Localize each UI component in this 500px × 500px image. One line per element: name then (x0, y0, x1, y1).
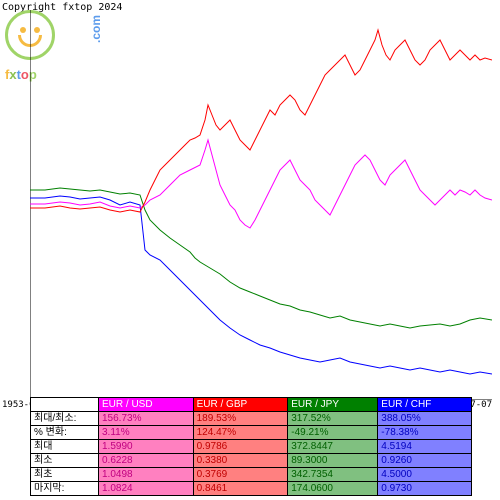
header-eurusd: EUR / USD (99, 398, 194, 412)
cell: 174.0600 (288, 482, 378, 496)
row-label: 마지막: (31, 482, 99, 496)
row-label: 최대 (31, 440, 99, 454)
cell: 1.0498 (99, 468, 194, 482)
row-label: 최초 (31, 468, 99, 482)
cell: 0.8461 (193, 482, 288, 496)
cell: 4.5000 (378, 468, 472, 482)
table-header-row: EUR / USD EUR / GBP EUR / JPY EUR / CHF (31, 398, 472, 412)
header-empty (31, 398, 99, 412)
row-label: 최소 (31, 454, 99, 468)
header-eurjpy: EUR / JPY (288, 398, 378, 412)
currency-line-chart (30, 10, 492, 400)
row-label: 최대/최소: (31, 412, 99, 426)
cell: 124.47% (193, 426, 288, 440)
cell: 1.0824 (99, 482, 194, 496)
table-row: 최초 1.0498 0.3769 342.7354 4.5000 (31, 468, 472, 482)
header-eurgbp: EUR / GBP (193, 398, 288, 412)
cell: 0.9786 (193, 440, 288, 454)
cell: 0.9260 (378, 454, 472, 468)
table-row: 마지막: 1.0824 0.8461 174.0600 0.9730 (31, 482, 472, 496)
table-row: 최소 0.6228 0.3380 89.3000 0.9260 (31, 454, 472, 468)
cell: -78.38% (378, 426, 472, 440)
table-row: % 변화: 3.11% 124.47% -49.21% -78.38% (31, 426, 472, 440)
table-row: 최대/최소: 156.73% 189.53% 317.52% 388.05% (31, 412, 472, 426)
data-table: EUR / USD EUR / GBP EUR / JPY EUR / CHF … (30, 397, 472, 496)
cell: 0.3380 (193, 454, 288, 468)
cell: 89.3000 (288, 454, 378, 468)
cell: 156.73% (99, 412, 194, 426)
cell: 342.7354 (288, 468, 378, 482)
cell: 1.5990 (99, 440, 194, 454)
cell: 0.3769 (193, 468, 288, 482)
cell: 317.52% (288, 412, 378, 426)
cell: -49.21% (288, 426, 378, 440)
cell: 3.11% (99, 426, 194, 440)
header-eurchf: EUR / CHF (378, 398, 472, 412)
cell: 0.9730 (378, 482, 472, 496)
cell: 189.53% (193, 412, 288, 426)
cell: 372.8447 (288, 440, 378, 454)
cell: 0.6228 (99, 454, 194, 468)
cell: 4.5194 (378, 440, 472, 454)
cell: 388.05% (378, 412, 472, 426)
table-row: 최대 1.5990 0.9786 372.8447 4.5194 (31, 440, 472, 454)
row-label: % 변화: (31, 426, 99, 440)
